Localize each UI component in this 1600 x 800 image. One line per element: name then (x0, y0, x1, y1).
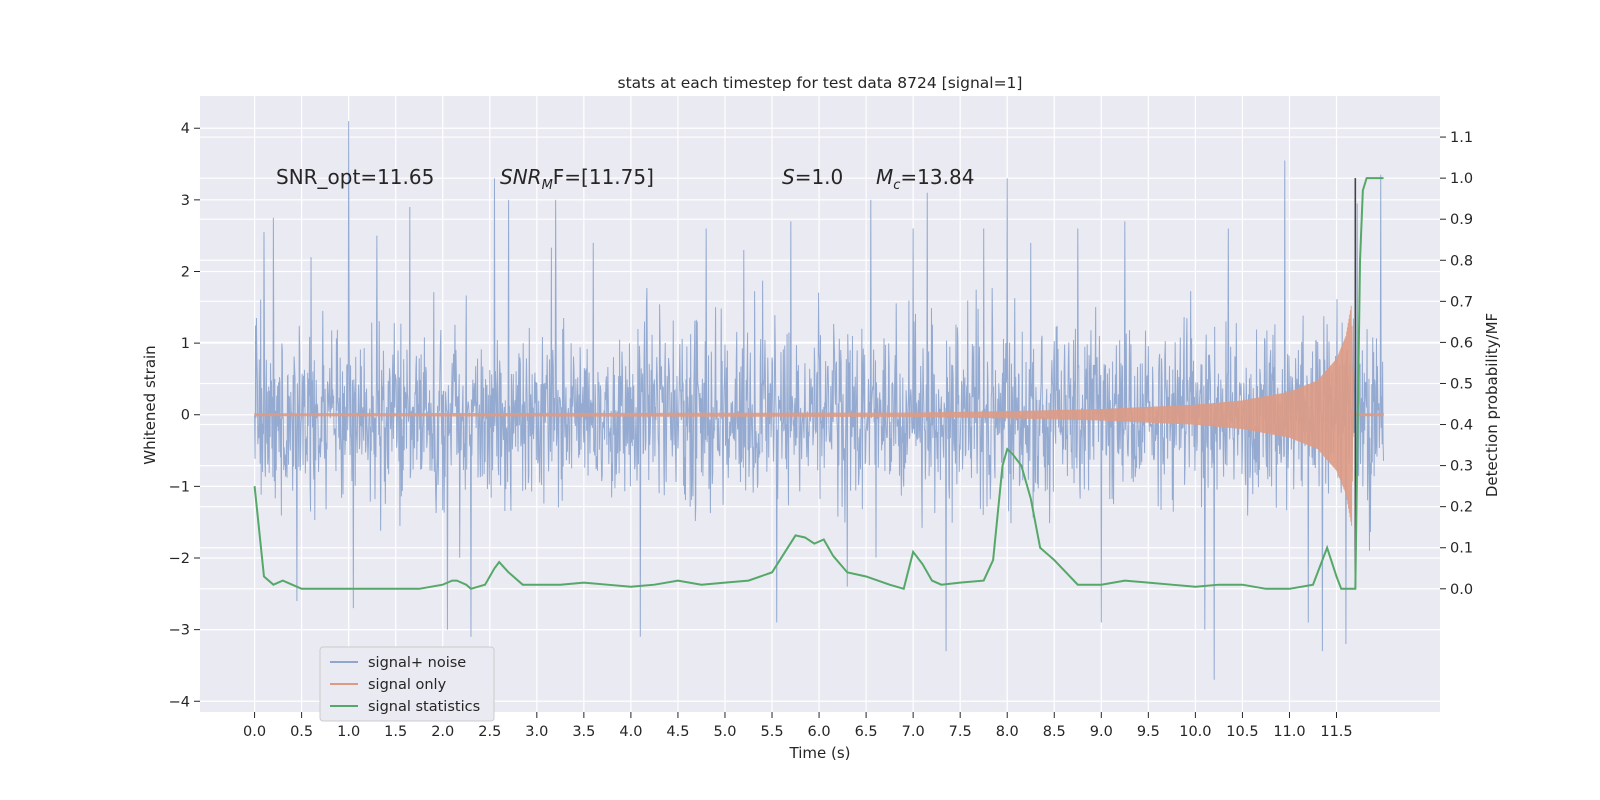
annotation-snr-mf-rest: F=[11.75] (553, 165, 654, 189)
x-tick-label: 2.5 (478, 724, 501, 740)
annotation-mc-val: =13.84 (900, 165, 974, 189)
x-tick-label: 2.0 (431, 724, 454, 740)
x-tick-label: 9.0 (1090, 724, 1113, 740)
legend-label-signal-only: signal only (368, 677, 447, 693)
x-tick-label: 0.5 (290, 724, 313, 740)
x-tick-label: 7.0 (902, 724, 925, 740)
x-tick-label: 6.5 (855, 724, 878, 740)
y2-tick-label: 0.5 (1450, 376, 1473, 392)
y-tick-label: 1 (181, 336, 190, 352)
x-tick-label: 3.0 (525, 724, 548, 740)
y2-tick-label: 0.2 (1450, 500, 1473, 516)
y-tick-label: −4 (169, 694, 190, 710)
y2-tick-label: 0.8 (1450, 253, 1473, 269)
series-signal-noise (254, 121, 1385, 680)
annotation-mc: Mc=13.84 (876, 165, 974, 193)
y2-tick-label: 1.0 (1450, 171, 1473, 187)
y2-axis-label: Detection probability/MF (1483, 313, 1501, 497)
axes: 4 3 2 1 0 −1 −2 −3 −4 1.1 1.0 0.9 0.8 0.7 0.6 0.5 0.4 0.3… (169, 121, 1473, 740)
annotation-s-sym: S (782, 165, 795, 189)
x-tick-label: 8.5 (1043, 724, 1066, 740)
x-tick-label: 5.0 (713, 724, 736, 740)
x-tick-label: 3.5 (572, 724, 595, 740)
y-tick-label: −3 (169, 623, 190, 639)
legend-label-signal-noise: signal+ noise (368, 655, 466, 671)
y2-tick-label: 0.7 (1450, 294, 1473, 310)
x-tick-label: 1.0 (337, 724, 360, 740)
y2-tick-label: 0.4 (1450, 418, 1473, 434)
annotation-s-val: =1.0 (795, 165, 844, 189)
x-tick-label: 5.5 (760, 724, 783, 740)
y-tick-label: 4 (181, 121, 190, 137)
x-tick-label: 9.5 (1137, 724, 1160, 740)
x-axis-label: Time (s) (789, 744, 851, 762)
annotation-snr-mf-base: SNR (500, 165, 542, 189)
x-tick-label: 11.5 (1320, 724, 1352, 740)
annotation-snr-mf-sub: M (542, 178, 553, 193)
x-tick-label: 4.0 (619, 724, 642, 740)
y2-tick-label: 0.0 (1450, 582, 1473, 598)
legend: signal+ noise signal only signal statist… (319, 646, 495, 722)
y-axis-label: Whitened strain (141, 345, 159, 464)
annotation-mc-sub: c (893, 178, 900, 193)
x-tick-label: 0.0 (243, 724, 266, 740)
x-tick-label: 11.0 (1273, 724, 1305, 740)
annotation-snr-opt: SNR_opt=11.65 (276, 165, 434, 189)
series-signal-only (254, 305, 1385, 526)
y-tick-label: −1 (169, 479, 190, 495)
y-tick-label: 0 (181, 408, 190, 424)
y2-tick-label: 0.6 (1450, 335, 1473, 351)
y-tick-label: −2 (169, 551, 190, 567)
chart-title: stats at each timestep for test data 872… (618, 74, 1023, 92)
x-tick-label: 10.5 (1226, 724, 1258, 740)
x-tick-label: 1.5 (384, 724, 407, 740)
y2-tick-label: 0.3 (1450, 459, 1473, 475)
y2-tick-label: 0.9 (1450, 212, 1473, 228)
legend-label-signal-statistics: signal statistics (368, 699, 480, 715)
y2-tick-label: 1.1 (1450, 130, 1473, 146)
annotation-mc-sym: M (876, 165, 893, 189)
y-tick-label: 3 (181, 193, 190, 209)
x-tick-label: 8.0 (996, 724, 1019, 740)
y2-tick-label: 0.1 (1450, 541, 1473, 557)
plot-area (253, 121, 1385, 680)
x-tick-label: 7.5 (949, 724, 972, 740)
x-tick-label: 10.0 (1179, 724, 1211, 740)
series-signal-statistics (253, 177, 1384, 591)
annotation-s: S=1.0 (782, 165, 843, 189)
legend-box (319, 646, 495, 722)
x-tick-label: 4.5 (666, 724, 689, 740)
annotation-snr-mf: SNRMF=[11.75] (500, 165, 654, 193)
y-tick-label: 2 (181, 264, 190, 280)
x-tick-label: 6.0 (808, 724, 831, 740)
